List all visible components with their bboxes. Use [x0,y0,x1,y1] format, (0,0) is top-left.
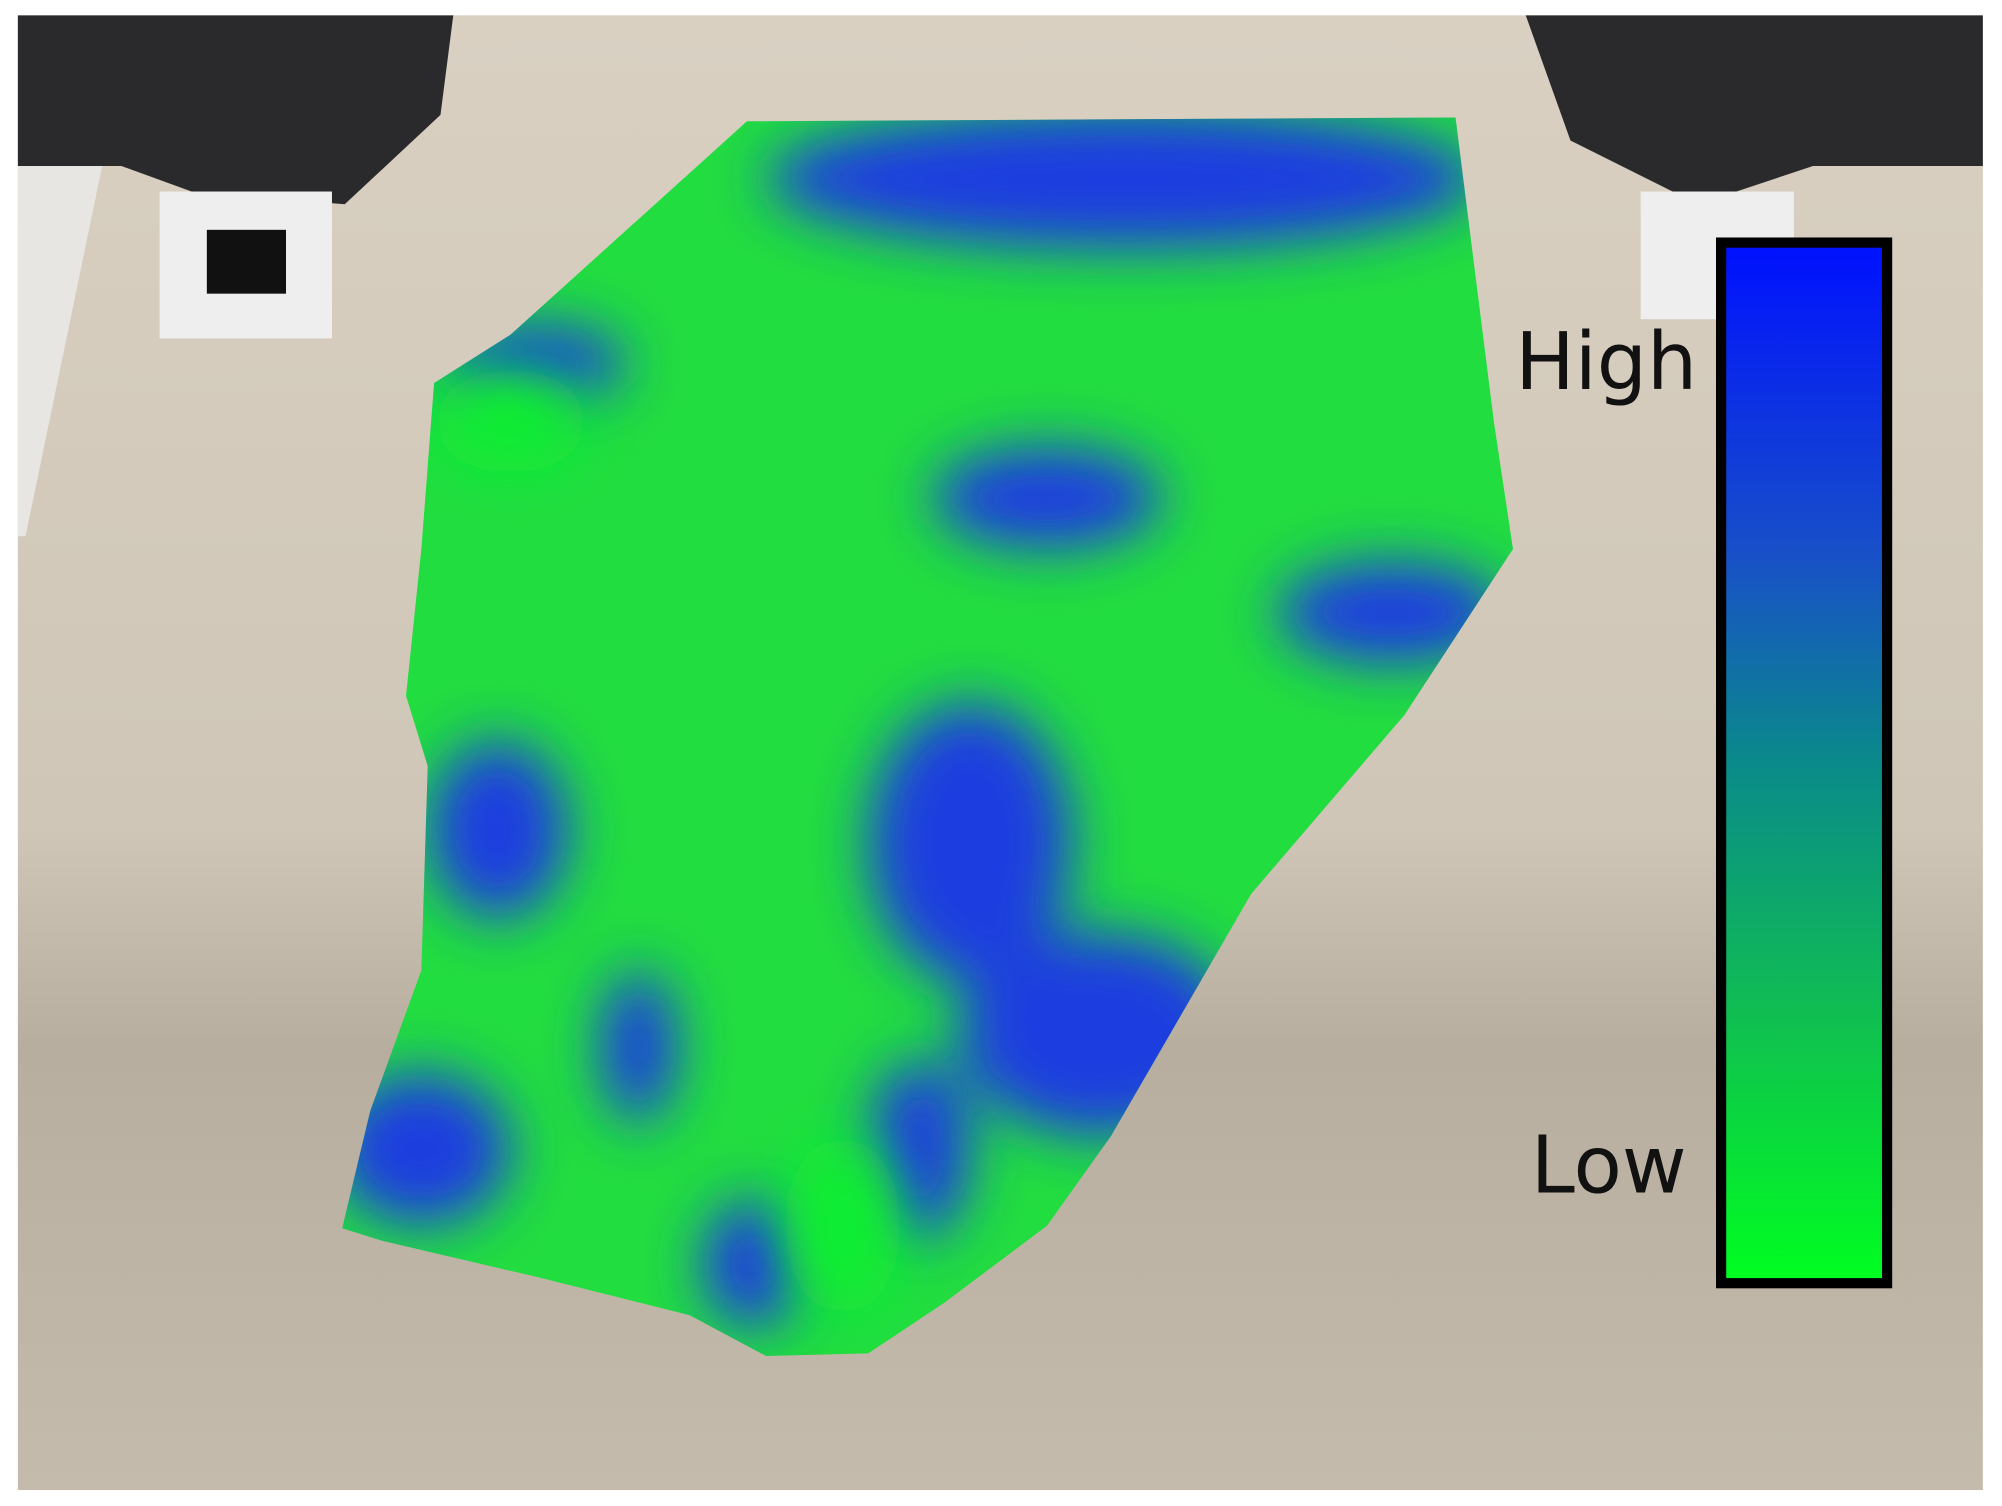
marker-left [206,229,286,294]
colorbar-gradient [1716,237,1893,1289]
low-label: Low [1531,1119,1687,1211]
colorbar: High Low [1515,237,1893,1289]
robot-mount-left [17,15,454,205]
robot-mount-right [1525,15,1983,205]
table-edge [17,165,103,537]
high-label: High [1515,316,1697,408]
